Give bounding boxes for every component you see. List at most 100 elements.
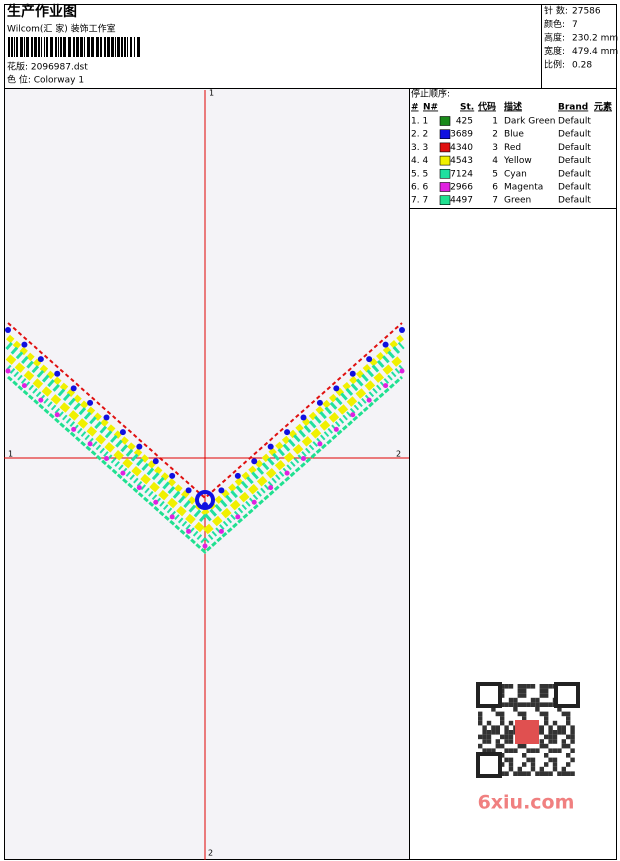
row-number: 2. 2 <box>411 130 428 140</box>
design-dot <box>251 499 257 505</box>
design-dot <box>350 412 356 418</box>
qr-cell <box>548 734 553 740</box>
design-dot <box>38 397 44 403</box>
stat-label: 颜色: <box>544 18 565 30</box>
design-dot <box>366 356 373 363</box>
row-number: 4. 4 <box>411 156 428 166</box>
qr-cell <box>544 711 549 717</box>
design-dot <box>202 543 208 549</box>
qr-cell <box>522 716 527 721</box>
qr-cell <box>508 720 514 726</box>
design-dot <box>333 426 339 432</box>
brand: Default <box>558 130 591 140</box>
qr-cell <box>544 688 549 694</box>
design-dot <box>382 341 389 348</box>
color-name: Blue <box>504 130 524 140</box>
qr-cell <box>508 757 514 763</box>
qr-cell <box>504 684 509 689</box>
color-swatch <box>439 155 451 166</box>
design-dot <box>21 341 28 348</box>
stat-label: 比例: <box>544 59 565 71</box>
bar-stripe <box>137 37 140 57</box>
design-dot <box>54 370 61 377</box>
qr-cell <box>544 702 549 707</box>
color-swatch <box>439 182 451 192</box>
qr-cell <box>552 748 558 753</box>
qr-cell <box>566 762 571 767</box>
bar-stripe <box>8 37 10 57</box>
bar-stripe <box>50 37 53 57</box>
qr-cell <box>539 771 544 776</box>
qr-cell <box>522 684 527 689</box>
bar-stripe <box>84 37 85 57</box>
design-dot <box>153 499 159 505</box>
qr-cell <box>539 766 544 772</box>
design-dot <box>268 485 274 491</box>
color-code: 1 <box>492 117 498 127</box>
design-dot <box>267 443 274 450</box>
stitch-count: 7124 <box>450 169 473 179</box>
brand: Default <box>558 156 591 166</box>
color-name: Yellow <box>503 156 532 166</box>
qr-cell <box>561 725 566 730</box>
qr-cell <box>500 753 505 758</box>
design-dot <box>119 429 126 436</box>
design-dot <box>300 414 307 421</box>
stat-value: 7 <box>572 20 578 30</box>
column-header: 描述 <box>504 101 522 113</box>
qr-cell <box>557 730 562 735</box>
qr-cell <box>504 725 509 730</box>
qr-cell <box>478 743 483 749</box>
design-dot <box>349 370 356 377</box>
qr-cell <box>486 734 492 740</box>
bar-stripe <box>24 37 25 57</box>
qr-cell <box>522 693 527 698</box>
qr-cell <box>544 743 549 749</box>
color-code: 7 <box>492 196 498 206</box>
qr-finder <box>476 752 502 778</box>
qr-cell <box>495 743 500 749</box>
row-number: 7. 7 <box>411 196 428 206</box>
qr-cell <box>500 734 505 740</box>
design-dot <box>218 487 225 494</box>
qr-cell <box>513 697 518 703</box>
qr-cell <box>561 743 566 749</box>
color-code: 2 <box>492 130 498 140</box>
color-code: 5 <box>492 169 498 179</box>
bar-stripe <box>68 37 71 57</box>
qr-cell <box>561 771 566 776</box>
design-band <box>5 354 405 537</box>
design-dot <box>54 412 60 418</box>
qr-cell <box>566 771 571 776</box>
qr-cell <box>500 702 505 707</box>
qr-cell <box>561 739 566 744</box>
qr-cell <box>561 766 566 772</box>
stitch-count: 4340 <box>450 143 473 153</box>
qr-cell <box>504 739 509 744</box>
qr-cell <box>517 693 522 698</box>
bar-stripe <box>34 37 37 57</box>
qr-cell <box>522 743 527 749</box>
bar-stripe <box>16 37 18 57</box>
bar-stripe <box>130 37 132 57</box>
brand: Default <box>558 169 591 179</box>
qr-cell <box>535 697 540 703</box>
design-dot <box>169 472 176 479</box>
qr-cell <box>535 771 540 776</box>
qr-cell <box>526 684 531 689</box>
qr-cell <box>570 739 575 744</box>
design-dot <box>37 356 44 363</box>
design-dot <box>5 327 11 333</box>
color-name: Cyan <box>504 169 527 179</box>
qr-cell <box>517 702 522 707</box>
axis-label: 2 <box>208 849 213 858</box>
qr-cell <box>535 702 540 707</box>
qr-cell <box>548 757 553 763</box>
design-dot <box>251 458 258 465</box>
qr-cell <box>508 766 514 772</box>
bar-stripe <box>11 37 13 57</box>
qr-cell <box>517 743 522 749</box>
bar-stripe <box>20 37 23 57</box>
qr-cell <box>548 771 553 776</box>
color-swatch <box>439 142 451 153</box>
